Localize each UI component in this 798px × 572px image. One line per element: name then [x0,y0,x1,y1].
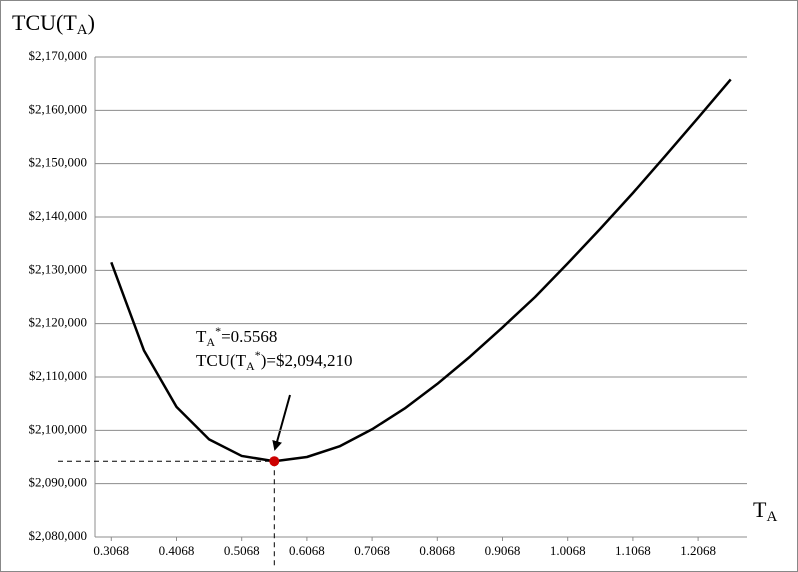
text-part: A [246,359,255,373]
text-part: A [766,509,777,525]
x-tick-label: 1.2068 [680,543,716,558]
y-tick-label: $2,080,000 [29,528,88,543]
text-part: ) [88,10,95,35]
annotation-arrow [272,394,291,451]
text-part: TCU(T [12,10,77,35]
x-tick-label: 0.5068 [224,543,260,558]
x-tick-label: 0.7068 [354,543,390,558]
x-tick-label: 0.3068 [93,543,129,558]
y-tick-label: $2,100,000 [29,421,88,436]
text-part: A [206,335,215,349]
optimum-point [269,456,280,467]
line [110,78,732,463]
text-part: * [215,324,221,338]
x-tick-label: 0.9068 [485,543,521,558]
y-tick-label: $2,130,000 [29,261,88,276]
text-part: T [753,497,767,522]
rich-text: TCU(TA) [12,10,95,38]
rich-text: TA [753,497,777,525]
y-tick-label: $2,140,000 [29,208,88,223]
y-tick-label: $2,150,000 [29,155,88,170]
text-part: TCU(T [196,351,247,370]
x-tick-label: 1.0068 [550,543,586,558]
text-part: T [196,327,207,346]
text-part: =0.5568 [221,327,277,346]
y-tick-label: $2,110,000 [29,368,87,383]
rich-text: TA*=0.5568 [196,324,277,349]
x-tick-label: 1.1068 [615,543,651,558]
y-tick-label: $2,120,000 [29,315,88,330]
y-tick-label: $2,160,000 [29,101,88,116]
text-part: A [77,22,88,38]
y-tick-label: $2,170,000 [29,48,88,63]
y-tick-label: $2,090,000 [29,475,88,490]
x-tick-label: 0.8068 [419,543,455,558]
text-part: * [255,348,261,362]
text-part: )=$2,094,210 [261,351,353,370]
x-tick-label: 0.4068 [159,543,195,558]
x-tick-label: 0.6068 [289,543,325,558]
rich-text: TCU(TA*)=$2,094,210 [196,348,352,373]
